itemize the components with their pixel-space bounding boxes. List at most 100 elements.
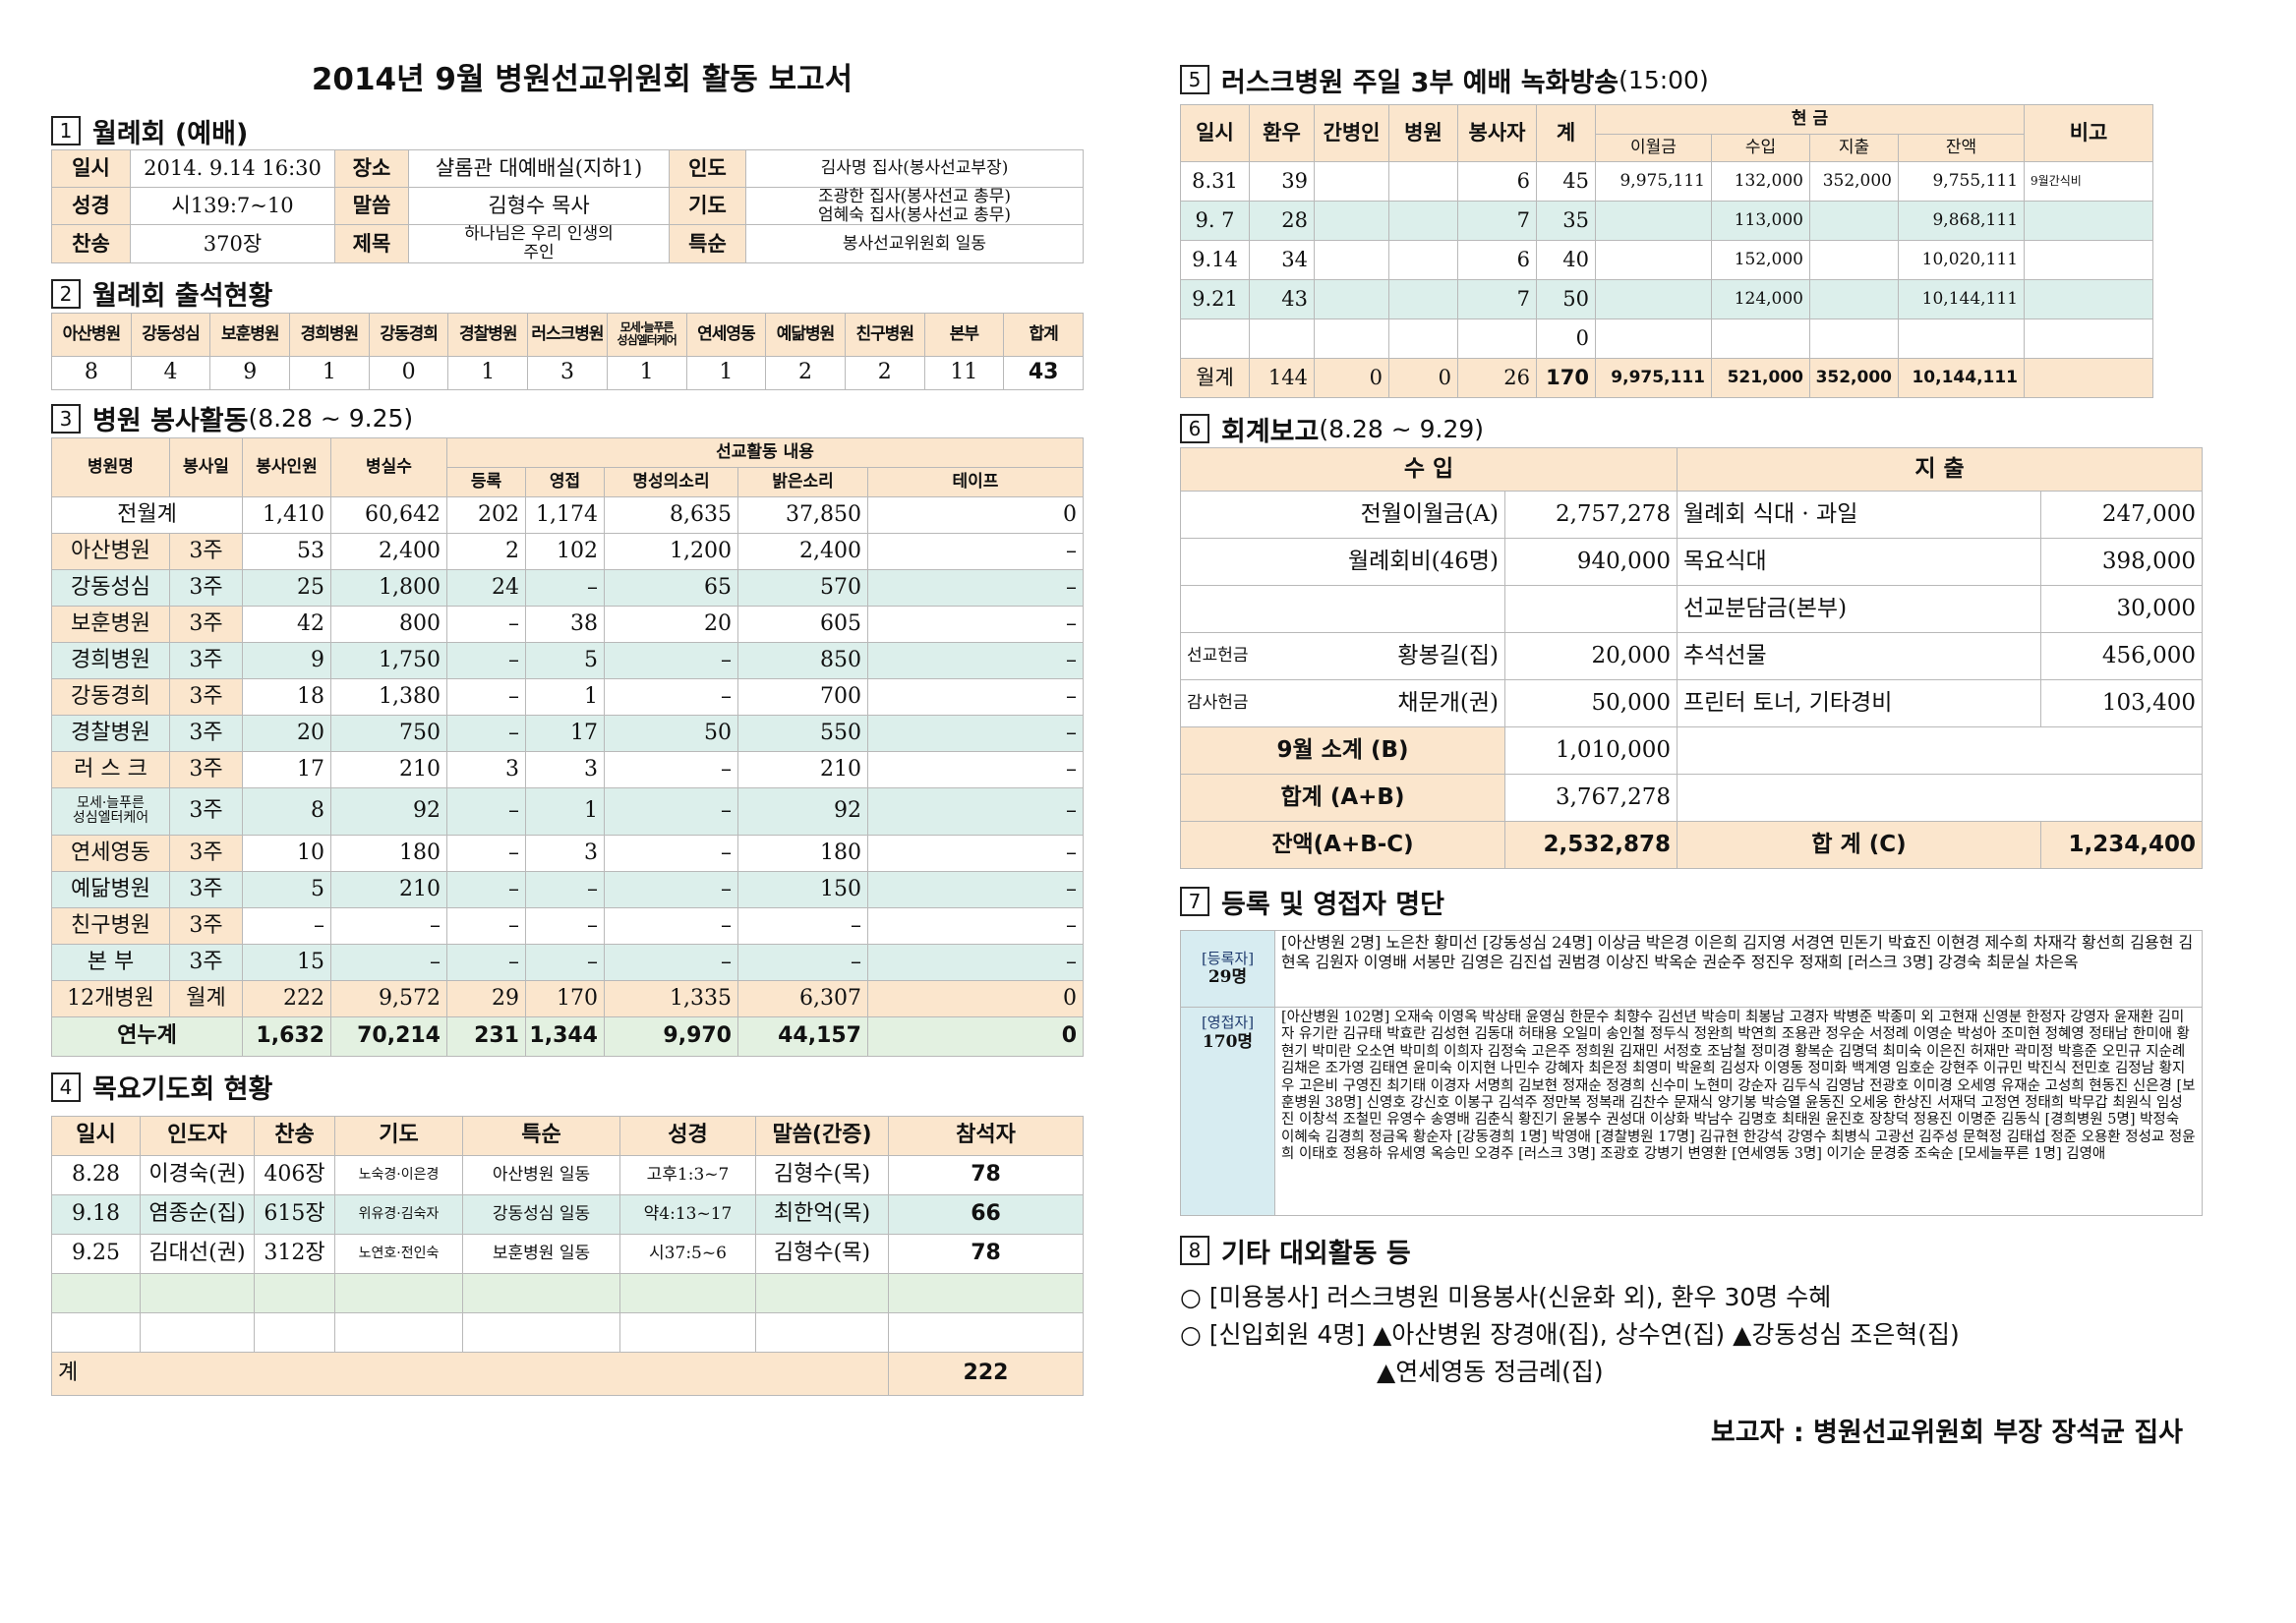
attendance-value: 1 — [685, 355, 767, 390]
column-header: 지출 — [1809, 134, 1899, 162]
service-value: – — [604, 943, 738, 981]
section-6-heading: 6 회계보고 (8.28 ~ 9.29) — [1180, 410, 2212, 447]
section-number: 3 — [51, 403, 81, 434]
prayer-cell: 8.28 — [51, 1154, 141, 1195]
section-number: 5 — [1180, 65, 1209, 94]
section-5-heading: 5 러스크병원 주일 3부 예배 녹화방송 (15:00) — [1180, 61, 2212, 98]
hospital-name: 본 부 — [51, 943, 170, 981]
acceptor-label: [영접자] — [1201, 1014, 1255, 1031]
broadcast-cell — [1595, 201, 1712, 241]
service-value: 8 — [242, 786, 331, 836]
service-value: 6,307 — [737, 979, 868, 1017]
registrant-label: [등록자] — [1201, 949, 1255, 967]
column-header: 병원명 — [51, 436, 170, 497]
column-header: 병실수 — [330, 436, 447, 497]
service-value: – — [867, 641, 1084, 679]
service-value: 3주 — [169, 641, 243, 679]
service-value: 3주 — [169, 750, 243, 788]
broadcast-cell — [1388, 279, 1458, 319]
prayer-cell: 위유경·김숙자 — [334, 1193, 463, 1235]
accounting-cell: 30,000 — [2040, 585, 2203, 633]
accounting-cell — [1268, 585, 1505, 633]
activity-text: [신입회원 4명] ▲아산병원 장경애(집), 상수연(집) ▲강동성심 조은혁… — [1208, 1320, 1960, 1349]
empty-cell — [51, 1272, 141, 1313]
section-title: 러스크병원 주일 3부 예배 녹화방송 — [1221, 67, 1619, 98]
table-row: 등록 영접 명성의소리 밝은소리 테이프 — [51, 466, 1084, 497]
broadcast-cell — [1388, 240, 1458, 280]
attendance-value: 3 — [527, 355, 608, 390]
left-column: 2014년 9월 병원선교위원회 활동 보고서 1 월례회 (예배) 일시 201… — [51, 54, 1084, 1396]
column-header: 간병인 — [1314, 104, 1389, 162]
service-value: 50 — [604, 714, 738, 752]
attendance-header: 모세·늘푸른 성심엘터케어 — [606, 312, 687, 357]
service-value: 18 — [242, 677, 331, 716]
sum-label: 합계 (A+B) — [1180, 774, 1505, 822]
broadcast-cell — [1809, 319, 1899, 359]
monthly-total: 521,000 — [1711, 358, 1810, 398]
table-row: 전월계 1,410 60,642 202 1,174 8,635 37,850 0 — [51, 495, 1084, 534]
broadcast-cell: 45 — [1536, 161, 1596, 202]
cumulative-total: 9,970 — [604, 1015, 738, 1057]
service-value: 월계 — [169, 979, 243, 1017]
column-header: 봉사자 — [1457, 104, 1537, 162]
accounting-cell: 전월이월금(A) — [1268, 491, 1505, 539]
table-row: 본 부 3주 15– – – – – – — [51, 943, 1084, 981]
attendance-header: 경희병원 — [289, 312, 370, 357]
hospital-name: 보훈병원 — [51, 605, 170, 643]
meeting-table: 일시 2014. 9.14 16:30 장소 샬롬관 대예배실(지하1) 인도 김사명 집… — [51, 149, 1084, 263]
reporter-signature: 보고자 : 병원선교위원회 부장 장석균 집사 — [1710, 1418, 2183, 1448]
service-value: – — [737, 906, 868, 945]
total-label: 계 — [51, 1351, 889, 1396]
table-row: 월례회비(46명) 940,000 목요식대 398,000 — [1180, 538, 2203, 586]
empty-cell — [619, 1311, 756, 1353]
field-value: 2014. 9.14 16:30 — [130, 149, 335, 188]
prayer-cell: 염종순(집) — [140, 1193, 255, 1235]
empty-cell — [755, 1272, 889, 1313]
broadcast-cell: 124,000 — [1711, 279, 1810, 319]
column-header: 비고 — [2024, 104, 2153, 162]
service-value: 3 — [525, 834, 605, 872]
broadcast-cell — [1388, 201, 1458, 241]
broadcast-cell — [1314, 319, 1389, 359]
accounting-cell: 선교헌금 — [1180, 632, 1269, 680]
service-value: 1,800 — [330, 568, 447, 607]
table-row: 찬송 370장 제목 하나님은 우리 인생의 주인 특순 봉사선교위원회 일동 — [51, 224, 1084, 263]
activity-text: ▲연세영동 정금례(집) — [1377, 1358, 1604, 1386]
monthly-total: 월계 — [1180, 358, 1250, 398]
monthly-total: 26 — [1457, 358, 1537, 398]
broadcast-cell — [1388, 319, 1458, 359]
broadcast-cell — [1595, 319, 1712, 359]
broadcast-cell: 35 — [1536, 201, 1596, 241]
field-value: 시139:7~10 — [130, 186, 335, 226]
service-value: – — [867, 714, 1084, 752]
table-row: 9.21 43 7 50 124,000 10,144,111 — [1180, 279, 2153, 319]
table-row: 0 — [1180, 319, 2153, 359]
service-value: 3 — [446, 750, 526, 788]
attendance-header: 강동성심 — [130, 312, 211, 357]
table-row: 월계 144 0 0 26 170 9,975,111 521,000 352,000 10,14… — [1180, 358, 2153, 398]
cumulative-total: 1,344 — [525, 1015, 605, 1057]
table-row: 모세·늘푸른 성심엘터케어 3주 8 92–1–92– — [51, 786, 1084, 836]
service-value: 850 — [737, 641, 868, 679]
service-value: – — [446, 870, 526, 908]
service-value: – — [867, 568, 1084, 607]
broadcast-cell: 152,000 — [1711, 240, 1810, 280]
broadcast-cell: 43 — [1249, 279, 1315, 319]
table-row: 9월 소계 (B) 1,010,000 — [1180, 726, 2203, 775]
prayer-cell: 66 — [888, 1193, 1084, 1235]
accounting-cell: 398,000 — [2040, 538, 2203, 586]
service-value: – — [867, 750, 1084, 788]
section-1-heading: 1 월례회 (예배) — [51, 112, 1084, 149]
empty-cell — [1677, 774, 2203, 822]
service-value: 210 — [737, 750, 868, 788]
broadcast-cell — [1809, 240, 1899, 280]
service-value: 180 — [330, 834, 447, 872]
service-value: 3주 — [169, 714, 243, 752]
prayer-cell: 406장 — [254, 1154, 335, 1195]
section-title: 목요기도회 현황 — [92, 1074, 273, 1106]
service-value: – — [867, 943, 1084, 981]
empty-cell — [334, 1272, 463, 1313]
service-value: 92 — [330, 786, 447, 836]
